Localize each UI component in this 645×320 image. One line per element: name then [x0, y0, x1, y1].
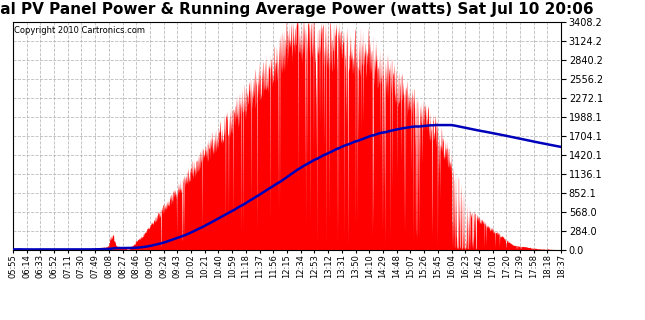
- Text: Total PV Panel Power & Running Average Power (watts) Sat Jul 10 20:06: Total PV Panel Power & Running Average P…: [0, 2, 593, 17]
- Text: Copyright 2010 Cartronics.com: Copyright 2010 Cartronics.com: [14, 26, 145, 35]
